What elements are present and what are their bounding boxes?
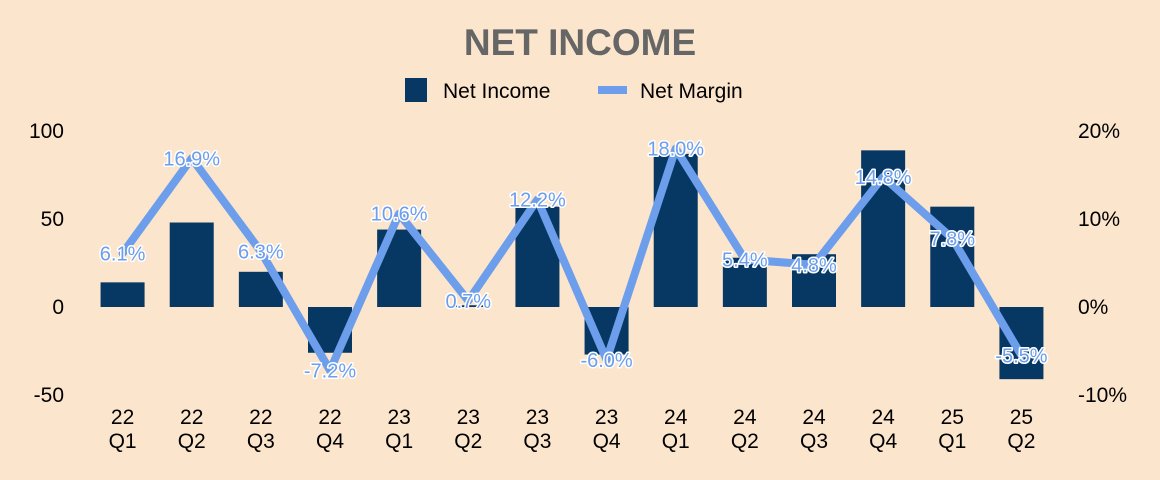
category-label: 24 Q1 <box>662 406 690 453</box>
data-label-net-margin: 6.1% <box>100 243 146 265</box>
chart-title: NET INCOME <box>464 22 696 63</box>
data-label-net-margin: -6.0% <box>580 350 632 372</box>
bar-net-income <box>100 282 145 307</box>
category-label: 22 Q3 <box>247 406 275 453</box>
right-tick-label: 10% <box>1078 208 1120 231</box>
data-label-net-margin: 6.3% <box>238 242 284 264</box>
right-tick-label: 0% <box>1078 296 1108 319</box>
legend-swatch-net-income <box>405 78 427 102</box>
data-label-net-margin: -7.2% <box>304 360 356 382</box>
left-tick-label: 50 <box>41 208 64 231</box>
data-label-net-margin: 16.9% <box>163 148 220 170</box>
category-label: 22 Q1 <box>109 406 137 453</box>
left-axis: 100 50 0 -50 <box>29 120 64 407</box>
legend-label-net-margin: Net Margin <box>640 80 743 103</box>
data-label-net-margin: 18.0% <box>647 139 704 161</box>
category-label: 25 Q2 <box>1007 406 1035 453</box>
line-net-margin <box>118 144 1026 375</box>
data-labels: 6.1% 16.9% 6.3% -7.2% 10.6% 0.7% 12.2% -6.0% 18.… <box>98 137 1049 384</box>
right-tick-label: 20% <box>1078 120 1120 143</box>
bar-net-income <box>169 222 214 307</box>
category-label: 23 Q4 <box>593 406 621 453</box>
legend-label-net-income: Net Income <box>443 80 550 103</box>
data-label-net-margin: 14.8% <box>855 167 912 189</box>
category-label: 23 Q3 <box>523 406 551 453</box>
category-label: 24 Q2 <box>731 406 759 453</box>
left-tick-label: -50 <box>34 384 64 407</box>
category-label: 23 Q2 <box>454 406 482 453</box>
category-label: 24 Q3 <box>800 406 828 453</box>
bar-net-income <box>446 305 491 307</box>
data-label-net-margin: 10.6% <box>371 204 428 226</box>
category-label: 22 Q4 <box>316 406 344 453</box>
data-label-net-margin: -5.5% <box>995 345 1047 367</box>
category-label: 24 Q4 <box>869 406 897 453</box>
category-label: 22 Q2 <box>178 406 206 453</box>
category-axis: 22 Q1 22 Q2 22 Q3 22 Q4 23 Q1 23 Q2 23 Q3 23 Q4 24 Q1 24 Q2… <box>109 406 1036 453</box>
data-label-net-margin: 4.8% <box>791 255 837 277</box>
bar-net-income <box>999 307 1044 380</box>
line-series <box>118 144 1026 375</box>
right-tick-label: -10% <box>1078 384 1127 407</box>
data-label-net-margin: 5.4% <box>722 249 768 271</box>
left-tick-label: 0 <box>52 296 64 319</box>
left-tick-label: 100 <box>29 120 64 143</box>
category-label: 23 Q1 <box>385 406 413 453</box>
data-label-net-margin: 7.8% <box>929 228 975 250</box>
right-axis: 20% 10% 0% -10% <box>1078 120 1127 407</box>
data-label-net-margin: 0.7% <box>445 291 491 313</box>
category-label: 25 Q1 <box>938 406 966 453</box>
legend: Net Income Net Margin <box>405 78 743 103</box>
bar-net-income <box>722 257 767 307</box>
data-label-net-margin: 12.2% <box>509 190 566 212</box>
